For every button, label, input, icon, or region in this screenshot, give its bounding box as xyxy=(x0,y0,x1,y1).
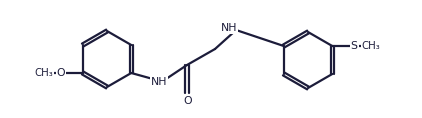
Text: CH₃: CH₃ xyxy=(362,41,381,51)
Text: NH: NH xyxy=(151,77,167,87)
Text: O: O xyxy=(57,68,65,78)
Text: S: S xyxy=(351,41,358,51)
Text: NH: NH xyxy=(221,23,237,33)
Text: O: O xyxy=(184,96,192,106)
Text: CH₃: CH₃ xyxy=(34,68,53,78)
